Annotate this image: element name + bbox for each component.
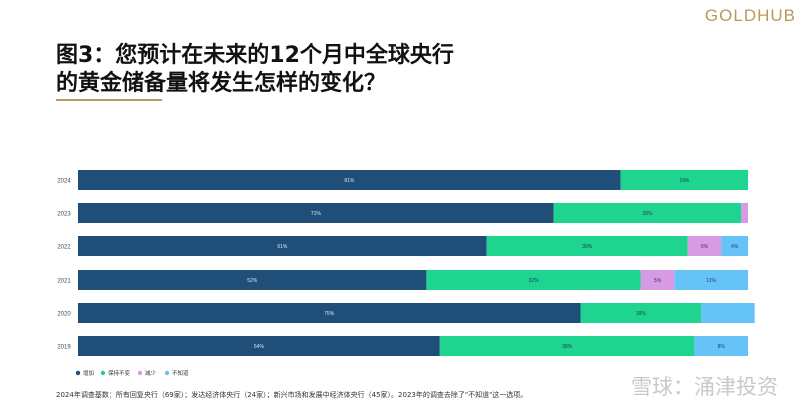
bar-2022-series-0 bbox=[78, 236, 487, 256]
data-label-2021-series-2: 5% bbox=[654, 278, 662, 284]
data-label-2022-series-0: 61% bbox=[277, 244, 288, 250]
legend-swatch-1 bbox=[100, 370, 106, 376]
title-underline bbox=[56, 99, 162, 101]
title-line-2: 的黄金储备量将发生怎样的变化？ bbox=[56, 71, 387, 96]
category-label-2021: 2021 bbox=[57, 279, 71, 285]
bar-2019-series-0 bbox=[78, 336, 440, 356]
legend-label-2: 减少 bbox=[145, 369, 157, 377]
category-label-2024: 2024 bbox=[57, 179, 71, 185]
data-label-2019-series-0: 54% bbox=[254, 344, 265, 350]
data-label-2024-series-0: 81% bbox=[344, 178, 355, 184]
category-label-2019: 2019 bbox=[57, 345, 71, 351]
data-label-2021-series-3: 11% bbox=[706, 278, 716, 284]
legend-label-3: 不知道 bbox=[172, 369, 189, 377]
legend-label-1: 保持不变 bbox=[108, 369, 131, 377]
bar-2022-series-3 bbox=[721, 236, 748, 256]
data-label-2024-series-1: 19% bbox=[679, 178, 690, 184]
title-line-1: 图3：您预计在未来的12个月中全球央行 bbox=[56, 43, 454, 68]
data-label-2019-series-3: 8% bbox=[718, 344, 726, 350]
legend-swatch-3 bbox=[164, 370, 170, 376]
goldhub-logo: GOLDHUB bbox=[704, 6, 796, 25]
bar-2020-series-1 bbox=[580, 303, 702, 323]
footnote: 2024年调查基数：所有回复央行（69家）；发达经济体央行（24家）；新兴市场和… bbox=[56, 391, 528, 399]
data-label-2023-series-0: 71% bbox=[311, 211, 322, 217]
bar-2021-series-3 bbox=[674, 270, 748, 290]
page-title: 图3：您预计在未来的12个月中全球央行 的黄金储备量将发生怎样的变化？ bbox=[56, 42, 454, 98]
data-label-2022-series-2: 5% bbox=[701, 244, 709, 250]
bar-2023-series-0 bbox=[78, 203, 554, 223]
bar-2020-series-3 bbox=[701, 303, 755, 323]
bar-2024-series-1 bbox=[620, 170, 748, 190]
bar-2023-series-2 bbox=[741, 203, 748, 223]
category-label-2020: 2020 bbox=[57, 312, 71, 318]
data-label-2021-series-1: 32% bbox=[529, 278, 540, 284]
watermark: 雪球：涌津投资 bbox=[631, 375, 778, 399]
bar-2020-series-0 bbox=[78, 303, 581, 323]
legend-swatch-0 bbox=[75, 370, 81, 376]
category-label-2022: 2022 bbox=[57, 245, 71, 251]
bar-2019-series-1 bbox=[439, 336, 695, 356]
bar-2024-series-0 bbox=[78, 170, 621, 190]
category-label-2023: 2023 bbox=[57, 212, 71, 218]
legend-swatch-2 bbox=[137, 370, 143, 376]
data-label-2022-series-1: 30% bbox=[582, 244, 593, 250]
bar-2021-series-0 bbox=[78, 270, 427, 290]
bar-2022-series-2 bbox=[687, 236, 722, 256]
data-label-2021-series-0: 52% bbox=[247, 278, 258, 284]
data-label-2020-series-1: 18% bbox=[636, 311, 647, 317]
data-label-2019-series-1: 38% bbox=[562, 344, 573, 350]
bar-2023-series-1 bbox=[553, 203, 742, 223]
bar-2019-series-3 bbox=[694, 336, 748, 356]
bar-2021-series-1 bbox=[426, 270, 641, 290]
data-label-2020-series-0: 75% bbox=[324, 311, 335, 317]
bar-2021-series-2 bbox=[640, 270, 675, 290]
data-label-2023-series-1: 28% bbox=[642, 211, 653, 217]
data-label-2022-series-3: 4% bbox=[731, 244, 739, 250]
bar-2022-series-1 bbox=[486, 236, 688, 256]
legend-label-0: 增加 bbox=[83, 369, 94, 377]
